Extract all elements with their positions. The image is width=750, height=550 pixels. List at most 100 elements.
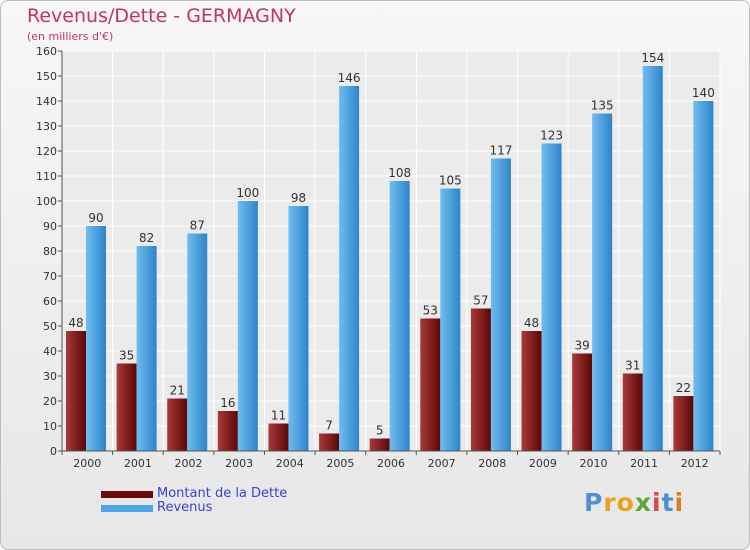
x-tick-label: 2008	[478, 457, 506, 470]
legend-item-debt: Montant de la Dette	[101, 487, 287, 501]
data-label-debt: 7	[325, 419, 333, 433]
data-label-debt: 48	[68, 316, 83, 330]
bar-debt	[673, 396, 694, 451]
data-label-debt: 16	[220, 396, 235, 410]
bar-revenue	[136, 246, 157, 451]
y-tick-label: 60	[43, 295, 57, 308]
chart-title: Revenus/Dette - GERMAGNY	[27, 5, 296, 27]
y-tick-label: 40	[43, 345, 57, 358]
bar-revenue	[693, 101, 714, 451]
bar-debt	[66, 331, 86, 451]
y-tick-label: 70	[43, 270, 57, 283]
bar-revenue	[237, 201, 258, 451]
data-label-revenue: 154	[641, 51, 664, 65]
data-label-revenue: 100	[236, 186, 259, 200]
data-label-revenue: 146	[338, 71, 361, 85]
logo-letter: i	[674, 488, 685, 517]
logo-letter: o	[616, 488, 635, 517]
y-tick-label: 20	[43, 395, 57, 408]
bar-revenue	[440, 188, 461, 451]
y-tick-label: 50	[43, 320, 57, 333]
data-label-revenue: 98	[291, 191, 306, 205]
bar-revenue	[86, 226, 106, 451]
bar-debt	[167, 398, 188, 451]
data-label-debt: 57	[473, 294, 488, 308]
x-tick-label: 2005	[326, 457, 354, 470]
data-label-revenue: 135	[591, 99, 614, 113]
bar-revenue	[187, 233, 208, 451]
bar-debt	[470, 308, 491, 451]
x-tick-label: 2009	[529, 457, 557, 470]
x-tick-label: 2010	[579, 457, 607, 470]
data-label-debt: 31	[625, 359, 640, 373]
logo-letter: x	[634, 488, 652, 517]
data-label-debt: 39	[575, 339, 590, 353]
legend-swatch-revenue	[101, 504, 153, 512]
data-label-debt: 48	[524, 316, 539, 330]
logo-letter: t	[661, 488, 675, 517]
y-tick-label: 140	[36, 95, 57, 108]
bar-debt	[268, 423, 289, 451]
data-label-revenue: 117	[489, 144, 512, 158]
legend-swatch-debt	[101, 490, 153, 498]
y-tick-label: 160	[36, 45, 57, 58]
data-label-revenue: 140	[692, 86, 715, 100]
legend: Montant de la Dette Revenus	[101, 487, 287, 515]
data-label-revenue: 82	[139, 231, 154, 245]
data-label-revenue: 123	[540, 129, 563, 143]
data-label-debt: 11	[271, 409, 286, 423]
data-label-revenue: 87	[190, 219, 205, 233]
y-tick-label: 80	[43, 245, 57, 258]
bar-revenue	[642, 66, 663, 451]
logo-letter: i	[652, 488, 662, 517]
legend-label-debt: Montant de la Dette	[157, 486, 288, 501]
bar-debt	[420, 318, 441, 451]
bar-revenue	[288, 206, 309, 451]
data-label-revenue: 90	[88, 211, 103, 225]
legend-label-revenue: Revenus	[157, 500, 213, 515]
bar-debt	[217, 411, 238, 451]
x-tick-label: 2002	[175, 457, 203, 470]
data-label-debt: 53	[423, 304, 438, 318]
bar-revenue	[592, 113, 613, 451]
bar-debt	[572, 353, 593, 451]
data-label-debt: 5	[376, 424, 384, 438]
y-tick-label: 110	[36, 170, 57, 183]
y-tick-label: 30	[43, 370, 57, 383]
logo-letter: r	[603, 488, 617, 517]
y-tick-label: 150	[36, 70, 57, 83]
x-tick-label: 2007	[428, 457, 456, 470]
x-tick-label: 2000	[73, 457, 101, 470]
data-label-revenue: 108	[388, 166, 411, 180]
bar-revenue	[490, 158, 511, 451]
chart-subtitle: (en milliers d'€)	[27, 30, 114, 43]
bar-revenue	[389, 181, 410, 451]
proxiti-logo: Proxiti	[584, 488, 684, 517]
bar-debt	[116, 363, 137, 451]
bar-debt	[622, 373, 643, 451]
y-tick-label: 90	[43, 220, 57, 233]
bar-debt	[521, 331, 542, 451]
x-tick-label: 2003	[225, 457, 253, 470]
x-tick-label: 2001	[124, 457, 152, 470]
bar-debt	[369, 438, 390, 451]
y-tick-label: 100	[36, 195, 57, 208]
x-tick-label: 2004	[276, 457, 304, 470]
data-label-revenue: 105	[439, 174, 462, 188]
y-tick-label: 0	[50, 445, 57, 458]
bar-revenue	[339, 86, 360, 451]
data-label-debt: 35	[119, 349, 134, 363]
data-label-debt: 22	[676, 381, 691, 395]
x-tick-label: 2006	[377, 457, 405, 470]
data-label-debt: 21	[170, 384, 185, 398]
legend-item-revenue: Revenus	[101, 501, 287, 515]
bar-debt	[319, 433, 340, 451]
y-tick-label: 10	[43, 420, 57, 433]
y-tick-label: 130	[36, 120, 57, 133]
bar-revenue	[541, 143, 562, 451]
y-tick-label: 120	[36, 145, 57, 158]
x-tick-label: 2011	[630, 457, 658, 470]
logo-letter: P	[584, 488, 604, 517]
